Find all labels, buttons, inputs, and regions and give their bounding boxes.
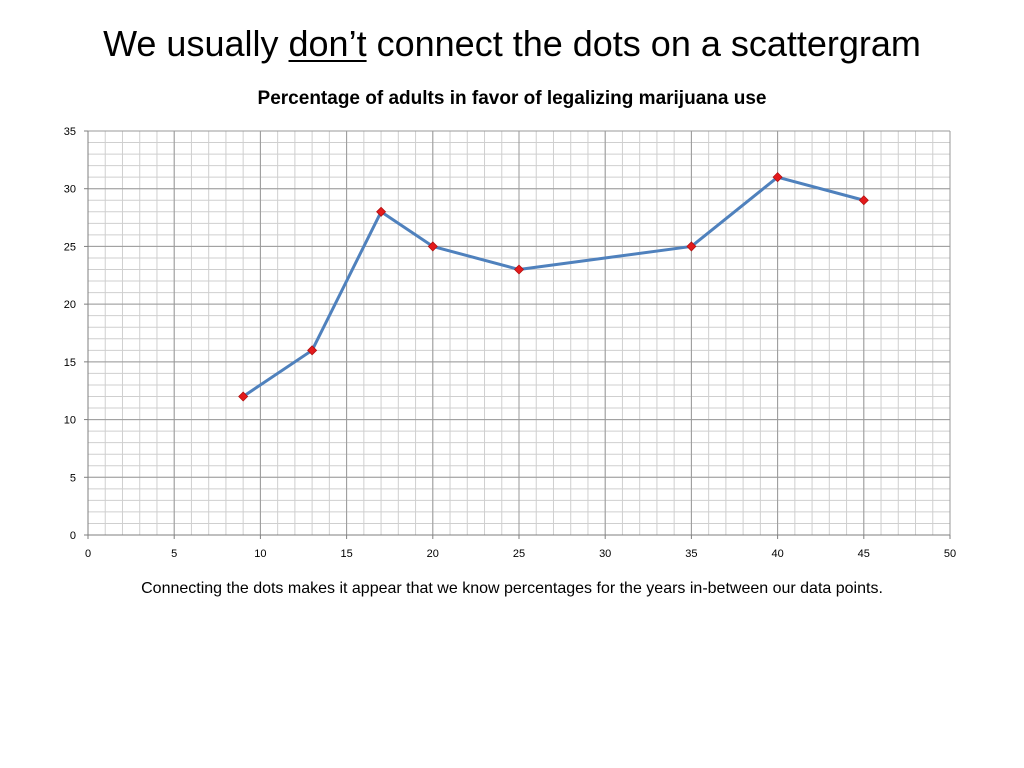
y-tick-label: 35: [64, 126, 76, 138]
x-tick-label: 50: [944, 548, 956, 560]
slide-title-start: We usually: [103, 23, 279, 64]
slide-title: We usually don’t connect the dots on a s…: [0, 20, 1024, 68]
y-tick-label: 25: [64, 241, 76, 253]
x-tick-label: 10: [254, 548, 266, 560]
x-tick-label: 15: [340, 548, 352, 560]
data-point-marker: [376, 206, 387, 217]
x-tick-label: 20: [427, 548, 439, 560]
x-tick-label: 0: [85, 548, 91, 560]
data-point-marker: [427, 241, 438, 252]
x-tick-label: 25: [513, 548, 525, 560]
series-line: [241, 175, 866, 398]
data-point-marker: [513, 264, 525, 275]
slide-title-end: connect the dots on a scattergram: [376, 23, 921, 64]
x-tick-label: 40: [771, 548, 783, 560]
slide-title-emphasis: don’t: [288, 23, 367, 64]
data-point-marker: [858, 195, 869, 206]
axes: [84, 130, 951, 539]
y-tick-label: 0: [70, 530, 76, 542]
x-tick-label: 45: [858, 548, 870, 560]
major-gridlines: [87, 130, 951, 536]
data-point-marker: [307, 345, 318, 356]
data-point-marker: [686, 241, 697, 252]
data-point-marker: [238, 391, 249, 402]
y-tick-label: 15: [64, 357, 76, 369]
slide-caption: Connecting the dots makes it appear that…: [141, 580, 883, 597]
y-tick-label: 10: [64, 415, 76, 427]
y-tick-label: 5: [70, 472, 76, 484]
data-point-marker: [772, 172, 783, 183]
y-tick-label: 20: [64, 299, 76, 311]
chart-title: Percentage of adults in favor of legaliz…: [257, 88, 767, 109]
y-tick-label: 30: [64, 184, 76, 196]
x-tick-label: 5: [171, 548, 177, 560]
x-tick-label: 35: [685, 548, 697, 560]
tick-labels: 0 5 10 15 20 25 30 35 40 45 50 0 5 10 15 20 25 30 35: [64, 126, 956, 560]
series-group: [238, 172, 869, 402]
x-tick-label: 30: [599, 548, 611, 560]
line-chart: 0 5 10 15 20 25 30 35 40 45 50 0 5 10 15 20 25 30 35: [64, 126, 956, 560]
